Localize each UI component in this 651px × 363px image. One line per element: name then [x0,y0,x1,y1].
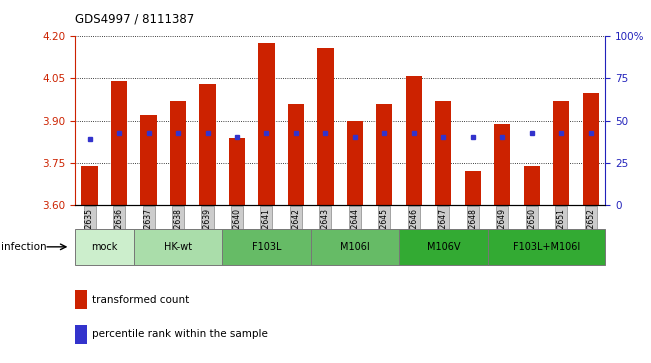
Bar [494,123,510,205]
Text: infection: infection [1,242,47,252]
Bar [258,43,275,205]
FancyBboxPatch shape [311,229,399,265]
Text: M106I: M106I [340,242,370,252]
FancyBboxPatch shape [222,229,311,265]
Bar [523,166,540,205]
FancyBboxPatch shape [399,229,488,265]
Text: M106V: M106V [426,242,460,252]
FancyBboxPatch shape [488,229,605,265]
Bar [376,104,393,205]
Text: percentile rank within the sample: percentile rank within the sample [92,329,268,339]
Bar [170,101,186,205]
Bar [81,166,98,205]
Text: mock: mock [91,242,118,252]
Text: HK-wt: HK-wt [164,242,192,252]
Bar [141,115,157,205]
Bar [288,104,304,205]
Bar [583,93,599,205]
Text: F103L: F103L [252,242,281,252]
Text: GDS4997 / 8111387: GDS4997 / 8111387 [75,13,194,26]
Bar [75,290,87,309]
Text: transformed count: transformed count [92,295,189,305]
Bar [75,325,87,344]
Bar [199,84,215,205]
Text: F103L+M106I: F103L+M106I [513,242,580,252]
Bar [436,101,451,205]
Bar [406,76,422,205]
Bar [229,138,245,205]
Bar [553,101,570,205]
FancyBboxPatch shape [75,229,134,265]
Bar [347,121,363,205]
FancyBboxPatch shape [134,229,222,265]
Bar [111,81,127,205]
Bar [317,48,333,205]
Bar [465,171,481,205]
